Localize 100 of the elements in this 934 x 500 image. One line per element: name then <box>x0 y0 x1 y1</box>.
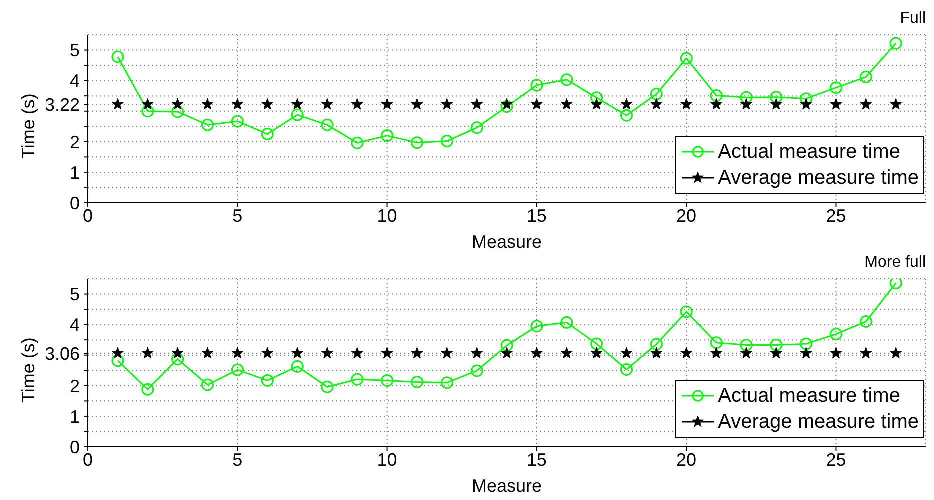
point <box>202 347 214 359</box>
point <box>172 347 184 359</box>
point <box>710 347 722 359</box>
point <box>381 130 394 142</box>
point <box>860 98 872 110</box>
point <box>680 98 693 110</box>
x-axis-title: Measure <box>472 476 542 496</box>
y-tick-label: 4 <box>70 315 80 336</box>
point <box>830 98 842 110</box>
legend-label: Actual measure time <box>718 384 900 409</box>
point <box>800 347 812 359</box>
x-tick-label: 5 <box>232 450 243 470</box>
point <box>530 347 543 359</box>
point <box>620 109 633 122</box>
point <box>411 347 424 359</box>
point <box>830 328 842 341</box>
x-tick-label: 5 <box>232 206 243 226</box>
point <box>142 347 154 359</box>
point <box>172 98 184 110</box>
point <box>860 347 872 359</box>
point <box>410 376 424 388</box>
x-tick-label: 15 <box>526 206 547 226</box>
point <box>560 74 574 86</box>
point <box>680 52 693 65</box>
point <box>321 380 334 394</box>
point <box>590 338 604 350</box>
point <box>501 347 513 359</box>
y-tick-label: 2 <box>70 132 80 152</box>
point <box>830 347 842 359</box>
point <box>381 374 394 387</box>
y-tick-label: 3.06 <box>44 344 80 364</box>
point <box>262 98 274 110</box>
y-tick-label: 5 <box>70 284 80 305</box>
point <box>650 98 663 110</box>
point <box>770 91 783 104</box>
point <box>770 347 782 359</box>
point <box>770 98 782 110</box>
point <box>650 88 663 101</box>
point <box>890 98 902 110</box>
point <box>500 339 514 352</box>
y-tick-label: 1 <box>70 406 80 427</box>
point <box>530 320 544 333</box>
point <box>620 363 633 376</box>
point <box>321 98 334 110</box>
x-tick-label: 25 <box>826 206 846 226</box>
point <box>860 70 872 84</box>
point <box>410 136 424 150</box>
point <box>172 353 184 366</box>
point <box>291 108 304 122</box>
chart-title: More full <box>864 254 926 272</box>
point <box>112 347 124 359</box>
point <box>381 347 394 359</box>
point <box>650 347 663 359</box>
point <box>261 374 274 387</box>
point <box>142 383 154 396</box>
point <box>440 135 454 148</box>
y-axis-title: Time (s) <box>18 94 38 159</box>
point <box>112 50 124 64</box>
point <box>710 98 722 110</box>
point <box>740 347 752 359</box>
point <box>830 82 842 94</box>
x-tick-label: 0 <box>82 450 94 470</box>
point <box>740 339 753 352</box>
point <box>890 37 902 50</box>
point <box>292 98 304 110</box>
y-tick-label: 2 <box>70 376 80 396</box>
point <box>800 338 813 350</box>
point <box>680 306 693 318</box>
point <box>650 338 663 351</box>
point <box>560 316 574 329</box>
point <box>800 98 812 110</box>
point <box>232 347 244 359</box>
point <box>321 118 334 132</box>
x-tick-label: 25 <box>826 450 846 470</box>
point <box>441 347 454 359</box>
chart-title: Full <box>900 10 926 28</box>
point <box>112 98 124 110</box>
point <box>142 98 154 110</box>
legend-label: Average measure time <box>718 166 919 191</box>
legend-label: Average measure time <box>718 410 919 435</box>
point <box>142 105 154 118</box>
x-tick-label: 10 <box>377 206 398 226</box>
point <box>232 98 244 110</box>
point <box>291 360 304 373</box>
point <box>172 106 184 118</box>
y-tick-label: 0 <box>70 437 80 458</box>
point <box>770 339 783 352</box>
point <box>530 79 544 92</box>
point <box>620 347 633 359</box>
point <box>500 100 514 114</box>
y-tick-label: 1 <box>70 162 80 183</box>
point <box>321 347 334 359</box>
point <box>261 128 274 141</box>
x-tick-label: 15 <box>526 450 547 470</box>
y-tick-label: 0 <box>70 193 80 214</box>
point <box>590 347 603 359</box>
point <box>351 373 364 386</box>
x-tick-label: 0 <box>82 206 94 226</box>
point <box>471 98 484 110</box>
point <box>710 336 723 350</box>
